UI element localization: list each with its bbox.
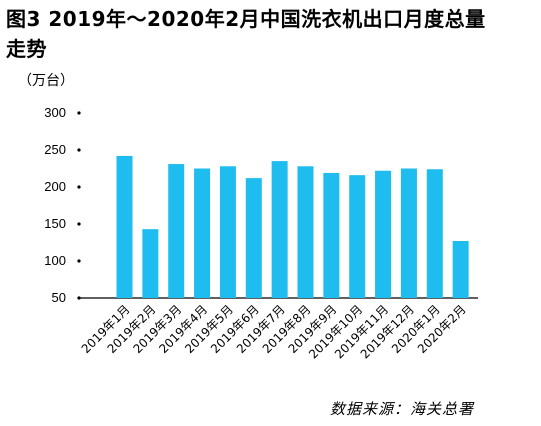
y-tick-label: 250: [44, 142, 66, 157]
data-source-note: 数据来源：海关总署: [330, 400, 475, 418]
y-axis-unit-label: （万台）: [18, 73, 74, 89]
bar: [142, 229, 159, 298]
bar: [245, 178, 262, 298]
y-tick-mark: [77, 148, 81, 152]
y-tick-label: 300: [44, 105, 66, 120]
y-tick-label: 100: [44, 253, 66, 268]
bar: [168, 164, 185, 298]
bar: [426, 169, 443, 298]
y-tick-mark: [77, 185, 81, 189]
y-tick-label: 50: [52, 290, 66, 305]
bar: [375, 170, 392, 298]
bar: [219, 166, 236, 298]
chart-title: 图3 2019年～2020年2月中国洗衣机出口月度总量走势: [6, 7, 486, 61]
bar: [323, 172, 340, 298]
y-tick-label: 200: [44, 179, 66, 194]
bar: [194, 168, 211, 298]
y-tick-mark: [77, 111, 81, 115]
bar: [297, 166, 314, 298]
y-tick-mark: [77, 259, 81, 263]
bar: [349, 175, 366, 298]
bar: [271, 161, 288, 298]
bar: [116, 155, 133, 298]
y-tick-mark: [77, 222, 81, 226]
y-tick-label: 150: [44, 216, 66, 231]
bar: [400, 168, 417, 298]
bar: [452, 241, 469, 298]
y-tick-mark: [77, 296, 81, 300]
